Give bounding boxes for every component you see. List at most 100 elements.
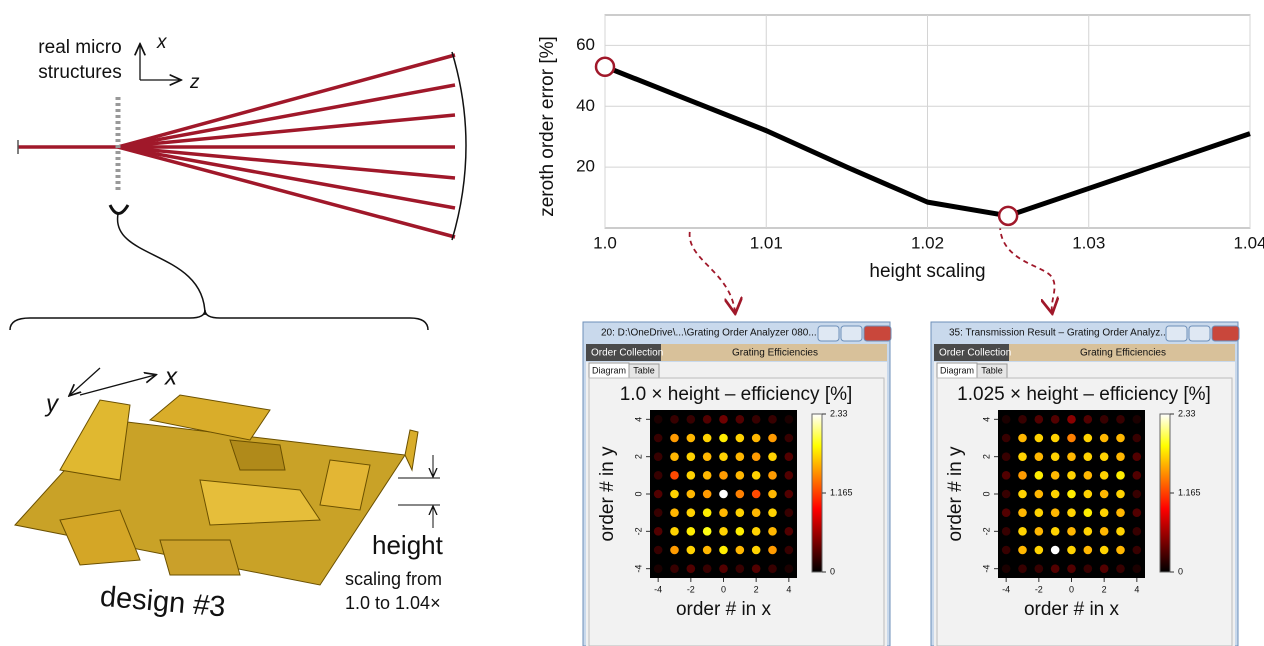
colorbar-tick-label: 2.33	[830, 408, 848, 418]
heat-cell	[1084, 527, 1093, 536]
heat-cell	[654, 415, 663, 424]
heat-cell	[719, 415, 728, 424]
heat-cell	[703, 415, 712, 424]
heat-cell	[1051, 415, 1060, 424]
axis-label: x	[156, 32, 168, 53]
x-tick-label: -4	[1002, 584, 1010, 594]
heat-cell	[785, 452, 794, 461]
window-button	[841, 326, 862, 341]
heat-cell	[1067, 546, 1076, 555]
heat-cell	[768, 527, 777, 536]
heat-cell	[768, 434, 777, 443]
heat-cell	[654, 471, 663, 480]
heat-cell	[1018, 415, 1027, 424]
y-tick-label: 40	[576, 96, 595, 115]
heat-cell	[703, 508, 712, 517]
heat-cell	[768, 564, 777, 573]
heat-cell	[1084, 508, 1093, 517]
heat-cell	[1084, 546, 1093, 555]
colorbar-tick-label: 1.165	[1178, 487, 1201, 497]
heat-cell	[1051, 490, 1060, 499]
heat-cell	[1116, 434, 1125, 443]
axis-label: z	[189, 72, 200, 93]
heat-cell	[670, 471, 679, 480]
highlight-marker	[596, 58, 614, 76]
heat-cell	[687, 508, 696, 517]
heat-cell	[1133, 452, 1142, 461]
heat-cell	[719, 434, 728, 443]
heat-cell	[1116, 527, 1125, 536]
heat-cell	[1018, 434, 1027, 443]
colorbar-tick-label: 0	[830, 566, 835, 576]
x-tick-label: 1.01	[750, 233, 783, 252]
height-label: height	[372, 530, 444, 560]
heat-cell	[719, 564, 728, 573]
heat-cell	[1084, 471, 1093, 480]
heat-cell	[703, 452, 712, 461]
x-tick-label: 0	[1069, 584, 1074, 594]
colorbar-tick-label: 1.165	[830, 487, 853, 497]
heat-cell	[1002, 546, 1011, 555]
heat-cell	[1018, 546, 1027, 555]
heat-cell	[654, 434, 663, 443]
heat-cell	[703, 564, 712, 573]
figure: real micro structures x z y x design #3 …	[0, 0, 1264, 646]
heat-cell	[736, 508, 745, 517]
heat-cell	[1018, 471, 1027, 480]
highlight-marker	[999, 207, 1017, 225]
colorbar	[1160, 414, 1170, 572]
heat-cell	[768, 415, 777, 424]
heat-cell	[736, 527, 745, 536]
heat-cell	[654, 452, 663, 461]
design-label: design #3	[99, 581, 227, 624]
tab-label: Table	[981, 365, 1003, 375]
heat-cell	[1067, 434, 1076, 443]
heat-cell	[736, 415, 745, 424]
heat-cell	[670, 508, 679, 517]
window-title: 35: Transmission Result – Grating Order …	[949, 328, 1169, 339]
heat-cell	[752, 546, 761, 555]
heat-cell	[1067, 527, 1076, 536]
heat-cell	[1133, 564, 1142, 573]
heat-cell	[752, 490, 761, 499]
heat-cell	[1084, 434, 1093, 443]
menu-item: Grating Efficiencies	[1080, 348, 1166, 359]
x-tick-label: -2	[1035, 584, 1043, 594]
heat-cell	[1035, 490, 1044, 499]
heat-cell	[736, 546, 745, 555]
heat-cell	[785, 490, 794, 499]
y-tick-label: -4	[633, 565, 643, 573]
heat-cell	[719, 490, 728, 499]
window-title: 20: D:\OneDrive\...\Grating Order Analyz…	[601, 328, 817, 339]
heat-cell	[1002, 490, 1011, 499]
heat-cell	[1067, 490, 1076, 499]
heat-cell	[1035, 452, 1044, 461]
heat-cell	[1100, 564, 1109, 573]
heat-cell	[670, 564, 679, 573]
heat-cell	[719, 527, 728, 536]
heat-cell	[1035, 527, 1044, 536]
y-tick-label: 20	[576, 157, 595, 176]
heat-cell	[1116, 508, 1125, 517]
heat-cell	[687, 415, 696, 424]
menu-item: Grating Efficiencies	[732, 348, 818, 359]
heat-cell	[1133, 415, 1142, 424]
heat-cell	[670, 415, 679, 424]
heat-cell	[752, 527, 761, 536]
x-tick-label: 1.02	[911, 233, 944, 252]
tab-label: Diagram	[592, 365, 626, 375]
heat-cell	[1018, 508, 1027, 517]
heat-cell	[1002, 564, 1011, 573]
heat-cell	[687, 471, 696, 480]
heat-cell	[1100, 471, 1109, 480]
heat-cell	[736, 490, 745, 499]
y-tick-label: 4	[981, 417, 991, 422]
heat-cell	[1100, 452, 1109, 461]
heat-cell	[1133, 527, 1142, 536]
heat-cell	[752, 452, 761, 461]
heat-cell	[670, 490, 679, 499]
heat-cell	[703, 546, 712, 555]
heat-cell	[1051, 527, 1060, 536]
label: scaling from	[345, 569, 442, 589]
heat-cell	[687, 434, 696, 443]
